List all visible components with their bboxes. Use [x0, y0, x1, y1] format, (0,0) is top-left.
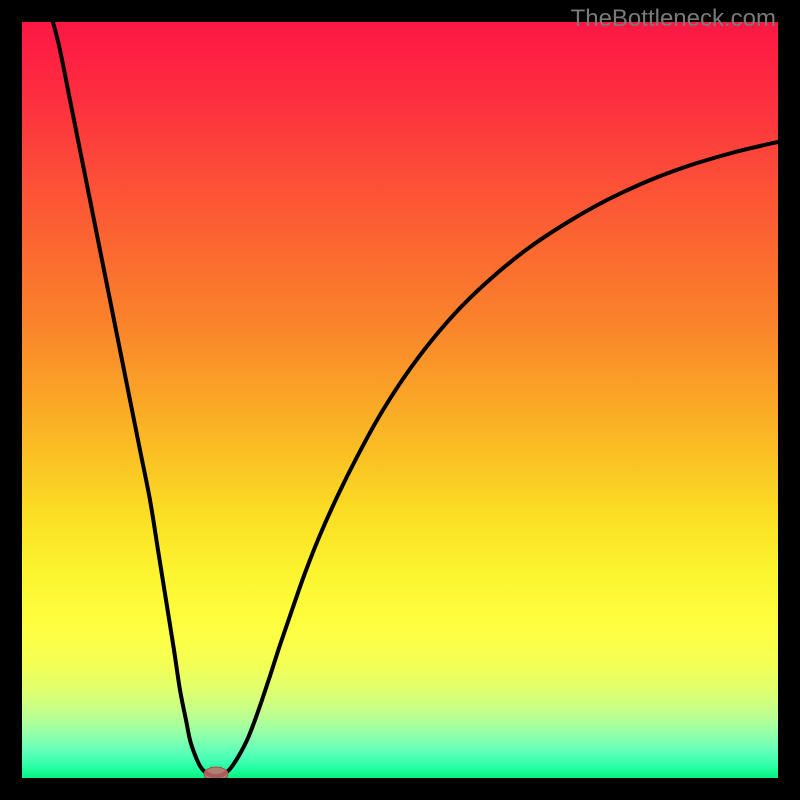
plot-background [22, 22, 778, 778]
watermark-text: TheBottleneck.com [571, 5, 776, 32]
bottleneck-chart: TheBottleneck.com [0, 0, 800, 800]
